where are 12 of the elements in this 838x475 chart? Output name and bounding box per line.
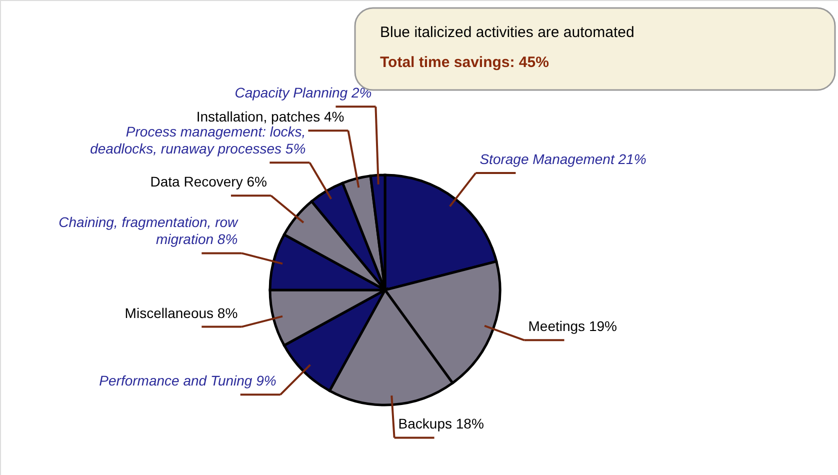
text: Total time savings: 45% — [380, 54, 549, 71]
slice-label: Performance and Tuning 9% — [99, 372, 276, 389]
slice-label: Chaining, fragmentation, row migration 8% — [58, 214, 239, 248]
text: Blue italicized activities are automated — [380, 24, 634, 41]
slice-label: Meetings 19% — [528, 318, 617, 334]
slice-label: Installation, patches 4% — [196, 108, 344, 125]
slice-label: Data Recovery 6% — [150, 174, 267, 190]
slice-label: Process management: locks, deadlocks, runaway processes 5% — [90, 124, 306, 157]
slice-label: Miscellaneous 8% — [124, 304, 238, 321]
slice-label: Backups 18% — [398, 416, 484, 432]
slice-label: Capacity Planning 2% — [234, 84, 372, 101]
slice-label: Storage Management 21% — [480, 151, 646, 168]
